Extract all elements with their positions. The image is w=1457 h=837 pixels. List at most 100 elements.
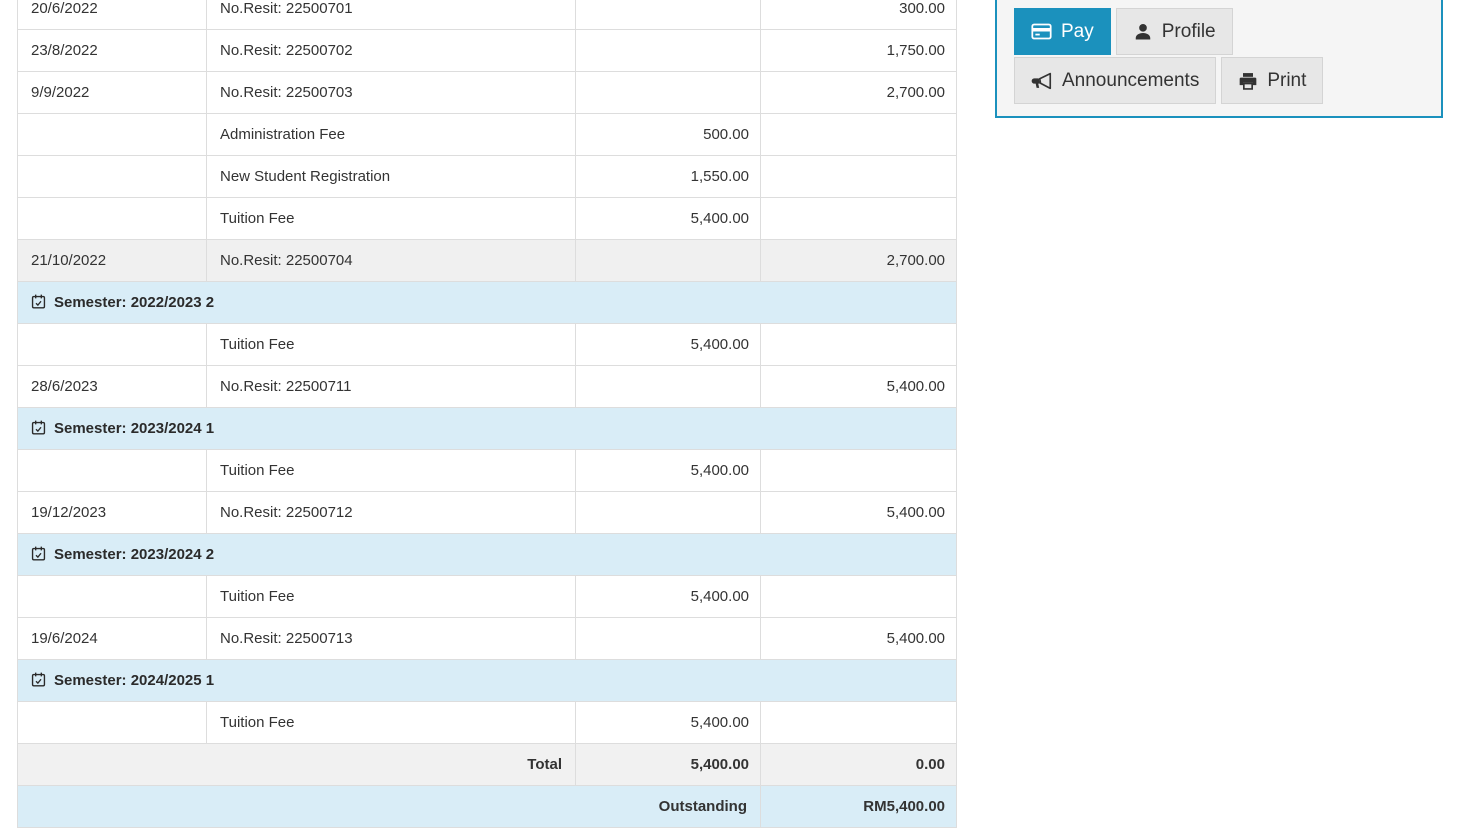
date-cell [17, 197, 207, 240]
date-cell: 21/10/2022 [17, 239, 207, 282]
fees-table-body: 20/6/2022 No.Resit: 22500701 300.00 23/8/20… [17, 0, 957, 828]
debit-cell: 500.00 [575, 113, 761, 156]
description-cell: No.Resit: 22500702 [206, 29, 576, 72]
debit-cell: 5,400.00 [575, 701, 761, 744]
debit-cell [575, 71, 761, 114]
fee-entry-row: Tuition Fee 5,400.00 [17, 701, 957, 744]
actions-buttons: Pay Profile Announcements [997, 0, 1441, 106]
credit-cell: 2,700.00 [760, 239, 957, 282]
semester-label: Semester: 2023/2024 2 [54, 546, 215, 563]
date-cell [17, 155, 207, 198]
fee-entry-row: 19/6/2024 No.Resit: 22500713 5,400.00 [17, 617, 957, 660]
date-cell: 23/8/2022 [17, 29, 207, 72]
fee-entry-row: Tuition Fee 5,400.00 [17, 197, 957, 240]
fee-entry-row: 23/8/2022 No.Resit: 22500702 1,750.00 [17, 29, 957, 72]
description-cell: Tuition Fee [206, 323, 576, 366]
date-cell [17, 113, 207, 156]
date-cell: 9/9/2022 [17, 71, 207, 114]
total-debit-cell: 5,400.00 [575, 743, 761, 786]
calendar-check-icon [31, 546, 46, 561]
fee-entry-row: Tuition Fee 5,400.00 [17, 323, 957, 366]
description-cell: Tuition Fee [206, 575, 576, 618]
date-cell: 19/12/2023 [17, 491, 207, 534]
outstanding-amount-cell: RM5,400.00 [760, 785, 957, 828]
debit-cell [575, 617, 761, 660]
fee-entry-row: New Student Registration 1,550.00 [17, 155, 957, 198]
profile-button[interactable]: Profile [1115, 8, 1233, 55]
debit-cell: 5,400.00 [575, 575, 761, 618]
debit-cell [575, 491, 761, 534]
fees-statement-table: 20/6/2022 No.Resit: 22500701 300.00 23/8/20… [17, 0, 957, 828]
description-cell: Administration Fee [206, 113, 576, 156]
credit-cell [760, 155, 957, 198]
bullhorn-icon [1031, 72, 1052, 89]
description-cell: No.Resit: 22500711 [206, 365, 576, 408]
debit-cell [575, 365, 761, 408]
date-cell [17, 323, 207, 366]
credit-card-icon [1031, 23, 1052, 40]
description-cell: No.Resit: 22500712 [206, 491, 576, 534]
user-icon [1135, 23, 1150, 39]
semester-header-row: Semester: 2023/2024 2 [17, 533, 957, 576]
date-cell: 19/6/2024 [17, 617, 207, 660]
credit-cell: 5,400.00 [760, 365, 957, 408]
outstanding-label-cell: Outstanding [17, 785, 761, 828]
debit-cell: 5,400.00 [575, 197, 761, 240]
description-cell: No.Resit: 22500704 [206, 239, 576, 282]
semester-header-cell: Semester: 2023/2024 2 [17, 533, 957, 576]
debit-cell [575, 0, 761, 30]
pay-button-label: Pay [1061, 20, 1094, 42]
semester-header-row: Semester: 2024/2025 1 [17, 659, 957, 702]
total-credit-cell: 0.00 [760, 743, 957, 786]
total-label-cell: Total [17, 743, 576, 786]
fee-entry-row: 28/6/2023 No.Resit: 22500711 5,400.00 [17, 365, 957, 408]
date-cell [17, 575, 207, 618]
description-cell: Tuition Fee [206, 197, 576, 240]
date-cell: 28/6/2023 [17, 365, 207, 408]
semester-label: Semester: 2022/2023 2 [54, 294, 215, 311]
description-cell: No.Resit: 22500713 [206, 617, 576, 660]
description-cell: No.Resit: 22500701 [206, 0, 576, 30]
semester-header-row: Semester: 2022/2023 2 [17, 281, 957, 324]
announcements-button[interactable]: Announcements [1014, 57, 1217, 104]
credit-cell [760, 323, 957, 366]
credit-cell [760, 575, 957, 618]
credit-cell: 300.00 [760, 0, 957, 30]
credit-cell: 2,700.00 [760, 71, 957, 114]
date-cell [17, 701, 207, 744]
credit-cell: 1,750.00 [760, 29, 957, 72]
description-cell: New Student Registration [206, 155, 576, 198]
calendar-check-icon [31, 294, 46, 309]
credit-cell [760, 113, 957, 156]
total-row: Total 5,400.00 0.00 [17, 743, 957, 786]
credit-cell: 5,400.00 [760, 617, 957, 660]
calendar-check-icon [31, 420, 46, 435]
calendar-check-icon [31, 672, 46, 687]
date-cell: 20/6/2022 [17, 0, 207, 30]
print-button[interactable]: Print [1221, 57, 1324, 104]
fee-entry-row: 19/12/2023 No.Resit: 22500712 5,400.00 [17, 491, 957, 534]
semester-header-cell: Semester: 2022/2023 2 [17, 281, 957, 324]
debit-cell [575, 29, 761, 72]
fee-entry-row: Tuition Fee 5,400.00 [17, 575, 957, 618]
semester-label: Semester: 2023/2024 1 [54, 420, 215, 437]
fee-entry-row: Administration Fee 500.00 [17, 113, 957, 156]
debit-cell [575, 239, 761, 282]
fee-entry-row: 21/10/2022 No.Resit: 22500704 2,700.00 [17, 239, 957, 282]
description-cell: Tuition Fee [206, 449, 576, 492]
debit-cell: 1,550.00 [575, 155, 761, 198]
printer-icon [1239, 72, 1257, 90]
announcements-button-label: Announcements [1062, 69, 1200, 91]
pay-button[interactable]: Pay [1014, 8, 1111, 55]
debit-cell: 5,400.00 [575, 449, 761, 492]
date-cell [17, 449, 207, 492]
debit-cell: 5,400.00 [575, 323, 761, 366]
semester-header-cell: Semester: 2023/2024 1 [17, 407, 957, 450]
outstanding-row: Outstanding RM5,400.00 [17, 785, 957, 828]
fee-entry-row: Tuition Fee 5,400.00 [17, 449, 957, 492]
semester-header-row: Semester: 2023/2024 1 [17, 407, 957, 450]
profile-button-label: Profile [1161, 20, 1216, 42]
semester-header-cell: Semester: 2024/2025 1 [17, 659, 957, 702]
print-button-label: Print [1267, 69, 1307, 91]
